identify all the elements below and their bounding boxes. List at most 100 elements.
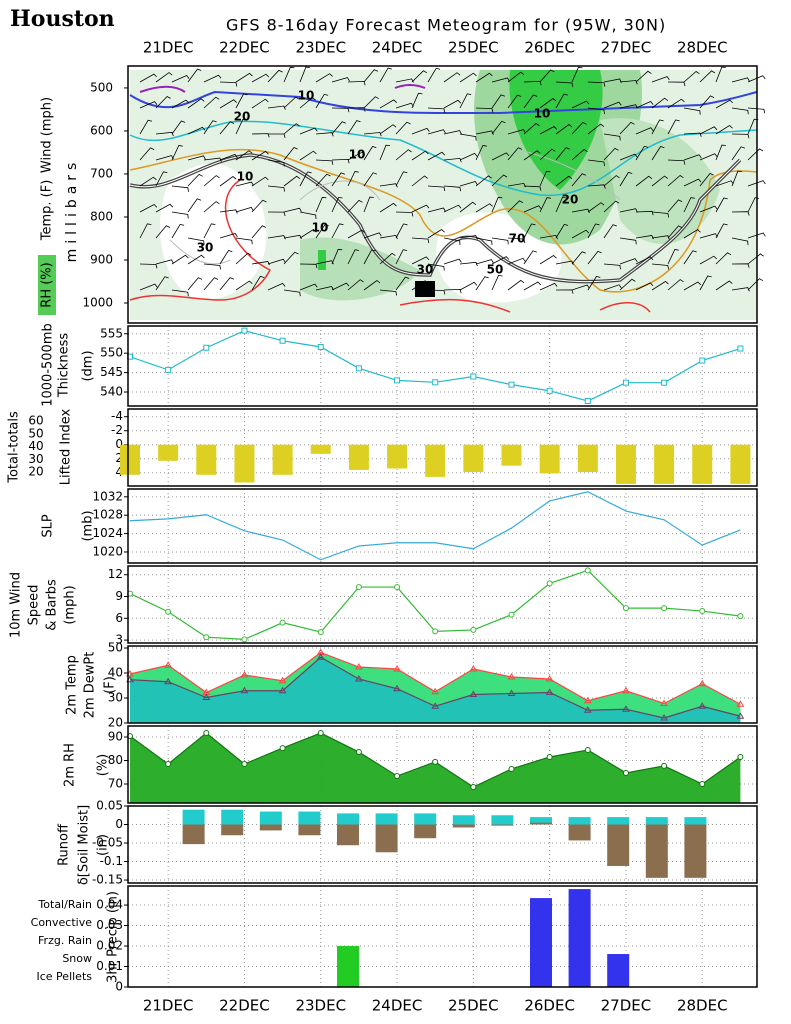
barb	[315, 159, 334, 165]
marker	[507, 673, 516, 680]
barb	[267, 185, 285, 192]
barb	[235, 119, 247, 135]
barb	[155, 276, 169, 291]
barb	[491, 77, 510, 83]
barb	[459, 261, 478, 267]
barb	[299, 127, 318, 135]
bar	[221, 809, 244, 825]
marker	[278, 686, 287, 694]
marker	[736, 700, 745, 707]
barb	[331, 77, 350, 83]
barb	[379, 202, 397, 213]
marker	[470, 373, 477, 380]
barb	[491, 120, 506, 135]
marker	[546, 580, 553, 587]
barb	[507, 71, 525, 83]
barb	[699, 70, 716, 83]
y-tick-label: 700	[90, 166, 113, 180]
barb	[475, 237, 493, 246]
y-tick-label: -0.05	[92, 836, 123, 850]
bottom-date: 21DEC	[143, 997, 194, 1015]
barb	[587, 184, 606, 189]
axis-label: & Barbs	[45, 579, 60, 631]
barb	[283, 96, 300, 109]
barb	[683, 281, 702, 291]
axis-label: (dm)	[81, 350, 96, 381]
area-fill	[130, 657, 741, 723]
bar	[730, 444, 751, 484]
barb	[603, 175, 620, 187]
marker	[622, 605, 629, 612]
barb	[379, 183, 398, 188]
marker	[546, 753, 553, 760]
barb	[539, 69, 555, 83]
barb	[667, 159, 686, 165]
legend-entry: Total/Rain	[37, 898, 92, 911]
bottom-date: 24DEC	[372, 997, 423, 1015]
y-tick-label: 0	[115, 437, 123, 451]
barb	[459, 201, 477, 213]
barb	[299, 211, 317, 220]
bar	[272, 444, 293, 475]
barb	[443, 204, 462, 213]
barb	[507, 147, 523, 161]
barb	[139, 101, 158, 109]
marker	[698, 702, 707, 709]
barb	[299, 150, 317, 161]
barb	[715, 144, 726, 161]
bar	[298, 811, 321, 825]
barb	[507, 257, 526, 265]
barb	[459, 281, 478, 291]
marker	[469, 690, 478, 697]
barb	[667, 249, 679, 265]
marker	[432, 758, 439, 765]
barb	[651, 97, 669, 109]
bar	[425, 444, 446, 477]
panel-frame	[127, 565, 758, 644]
barb	[395, 276, 410, 291]
barb	[283, 66, 295, 83]
barb	[667, 225, 683, 239]
y-tick-label: -0.15	[92, 873, 123, 887]
barb	[187, 98, 205, 109]
barb	[283, 175, 301, 187]
y-tick-label: 1020	[92, 544, 123, 558]
y-tick-label: 800	[90, 209, 113, 223]
barb	[731, 77, 750, 83]
barb	[395, 211, 414, 217]
barb	[219, 99, 237, 109]
barb	[587, 275, 601, 291]
barb	[427, 107, 446, 113]
y-axis-label: millibars	[64, 158, 80, 263]
bar	[539, 444, 560, 474]
barb	[155, 225, 171, 239]
bar	[607, 824, 630, 866]
barb	[715, 223, 728, 239]
barb	[459, 72, 477, 83]
marker	[394, 584, 401, 591]
y-tick-label: 1028	[92, 508, 123, 522]
barb	[267, 105, 286, 110]
barb	[427, 151, 446, 161]
barb	[347, 199, 363, 213]
barb	[603, 101, 622, 109]
bottom-date: 25DEC	[448, 997, 499, 1015]
bar	[375, 824, 398, 853]
title: GFS 8-16day Forecast Meteogram for (95W,…	[226, 16, 666, 35]
barb	[139, 147, 155, 161]
y-tick-label: 0.02	[96, 939, 123, 953]
marker	[508, 765, 515, 772]
y-tick-label: 1032	[92, 489, 123, 503]
barb	[427, 263, 445, 271]
barb	[539, 97, 557, 109]
barb	[331, 172, 346, 187]
barb	[315, 73, 333, 83]
barb	[203, 120, 217, 135]
bar	[568, 817, 591, 825]
y-tick-label: 70	[108, 776, 123, 790]
contour-label: 10	[237, 170, 254, 184]
barb	[715, 252, 732, 265]
barb	[699, 173, 714, 187]
barb	[267, 69, 283, 83]
bar	[692, 444, 713, 484]
